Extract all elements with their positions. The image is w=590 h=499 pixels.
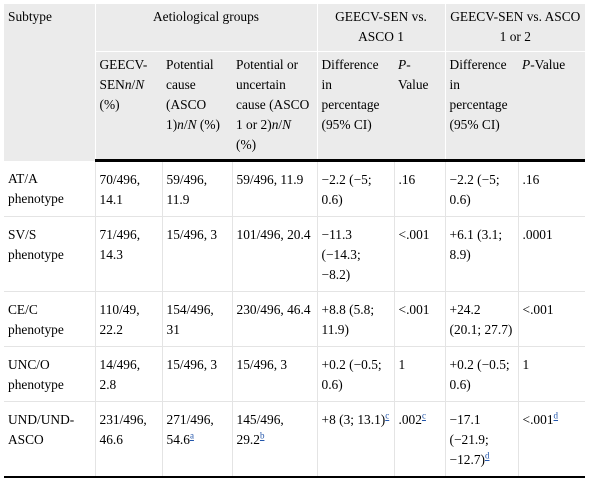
cell-diff2: −17.1 (−21.9; −12.7)d xyxy=(444,401,519,478)
header-subtype: Subtype xyxy=(4,4,95,161)
header-p-value-2: P-Value xyxy=(518,51,586,162)
cell-value: −17.1 (−21.9; −12.7) xyxy=(449,412,489,467)
cell-p1: 1 xyxy=(393,346,446,402)
cell-diff2: +0.2 (−0.5; 0.6) xyxy=(444,346,519,402)
footnote-link[interactable]: d xyxy=(484,450,490,461)
cell-asco1: 59/496, 11.9 xyxy=(161,160,232,217)
cell-p2: <.001 xyxy=(517,291,586,347)
cell-subtype: UND/UND-ASCO xyxy=(4,401,95,478)
cell-diff2: +24.2 (20.1; 27.7) xyxy=(444,291,519,347)
header-aetiological-groups: Aetiological groups xyxy=(94,4,318,52)
cell-value: 271/496, 54.6 xyxy=(166,412,214,447)
footnote-link[interactable]: b xyxy=(259,430,265,441)
table-row: UNC/O phenotype 14/496, 2.8 15/496, 3 15… xyxy=(4,346,586,402)
cell-diff2: −2.2 (−5; 0.6) xyxy=(444,160,519,217)
header-difference-2: Difference in percentage (95% CI) xyxy=(444,51,519,162)
cell-subtype: SV/S phenotype xyxy=(4,216,95,292)
cell-value: +8 (3; 13.1) xyxy=(321,412,386,427)
cell-subtype: AT/A phenotype xyxy=(4,160,95,217)
cell-diff1: +8.8 (5.8; 11.9) xyxy=(316,291,395,347)
cell-geecv: 71/496, 14.3 xyxy=(94,216,162,292)
table-row: CE/C phenotype 110/49, 22.2 154/496, 31 … xyxy=(4,291,586,347)
cell-diff1: +0.2 (−0.5; 0.6) xyxy=(316,346,395,402)
cell-geecv: 110/49, 22.2 xyxy=(94,291,162,347)
cell-value: .002 xyxy=(398,412,422,427)
cell-diff1: −11.3 (−14.3; −8.2) xyxy=(316,216,395,292)
footnote-link[interactable]: d xyxy=(553,410,559,421)
cell-diff1: +8 (3; 13.1)c xyxy=(316,401,395,478)
table-row: UND/UND-ASCO 231/496, 46.6 271/496, 54.6… xyxy=(4,401,586,478)
header-geecv-sen: GEECV-SENn/N (%) xyxy=(94,51,162,162)
cell-p1: .16 xyxy=(393,160,446,217)
cell-asco12: 15/496, 3 xyxy=(231,346,318,402)
cell-asco1: 15/496, 3 xyxy=(161,346,232,402)
footnote-link[interactable]: a xyxy=(189,430,194,441)
cell-p2: .16 xyxy=(517,160,586,217)
results-table: Subtype Aetiological groups GEECV-SEN vs… xyxy=(4,4,586,478)
table-row: SV/S phenotype 71/496, 14.3 15/496, 3 10… xyxy=(4,216,586,292)
cell-geecv: 14/496, 2.8 xyxy=(94,346,162,402)
header-difference-1: Difference in percentage (95% CI) xyxy=(316,51,395,162)
cell-asco1: 271/496, 54.6a xyxy=(161,401,232,478)
cell-geecv: 231/496, 46.6 xyxy=(94,401,162,478)
cell-p1: <.001 xyxy=(393,216,446,292)
cell-diff2: +6.1 (3.1; 8.9) xyxy=(444,216,519,292)
header-potential-or-uncertain-cause: Potential or uncertain cause (ASCO 1 or … xyxy=(232,51,318,162)
footnote-link[interactable]: c xyxy=(385,410,390,421)
cell-asco1: 15/496, 3 xyxy=(161,216,232,292)
cell-p2: .0001 xyxy=(517,216,586,292)
cell-geecv: 70/496, 14.1 xyxy=(94,160,162,217)
cell-asco12: 230/496, 46.4 xyxy=(231,291,318,347)
cell-subtype: UNC/O phenotype xyxy=(4,346,95,402)
cell-p2: <.001d xyxy=(517,401,586,478)
cell-value: 145/496, 29.2 xyxy=(236,412,284,447)
table-row: AT/A phenotype 70/496, 14.1 59/496, 11.9… xyxy=(4,160,586,217)
cell-diff1: −2.2 (−5; 0.6) xyxy=(316,160,395,217)
cell-p1: .002c xyxy=(393,401,446,478)
header-comparison-asco1-or-2: GEECV-SEN vs. ASCO 1 or 2 xyxy=(444,4,586,52)
cell-p1: <.001 xyxy=(393,291,446,347)
cell-asco12: 145/496, 29.2b xyxy=(231,401,318,478)
footnote-link[interactable]: c xyxy=(421,410,426,421)
header-potential-cause: Potential cause (ASCO 1)n/N (%) xyxy=(162,51,232,162)
header-p-value-1: P-Value xyxy=(394,51,446,162)
cell-asco1: 154/496, 31 xyxy=(161,291,232,347)
header-comparison-asco1: GEECV-SEN vs. ASCO 1 xyxy=(316,4,446,52)
cell-asco12: 101/496, 20.4 xyxy=(231,216,318,292)
cell-value: <.001 xyxy=(522,412,554,427)
cell-p2: 1 xyxy=(517,346,586,402)
cell-asco12: 59/496, 11.9 xyxy=(231,160,318,217)
cell-subtype: CE/C phenotype xyxy=(4,291,95,347)
